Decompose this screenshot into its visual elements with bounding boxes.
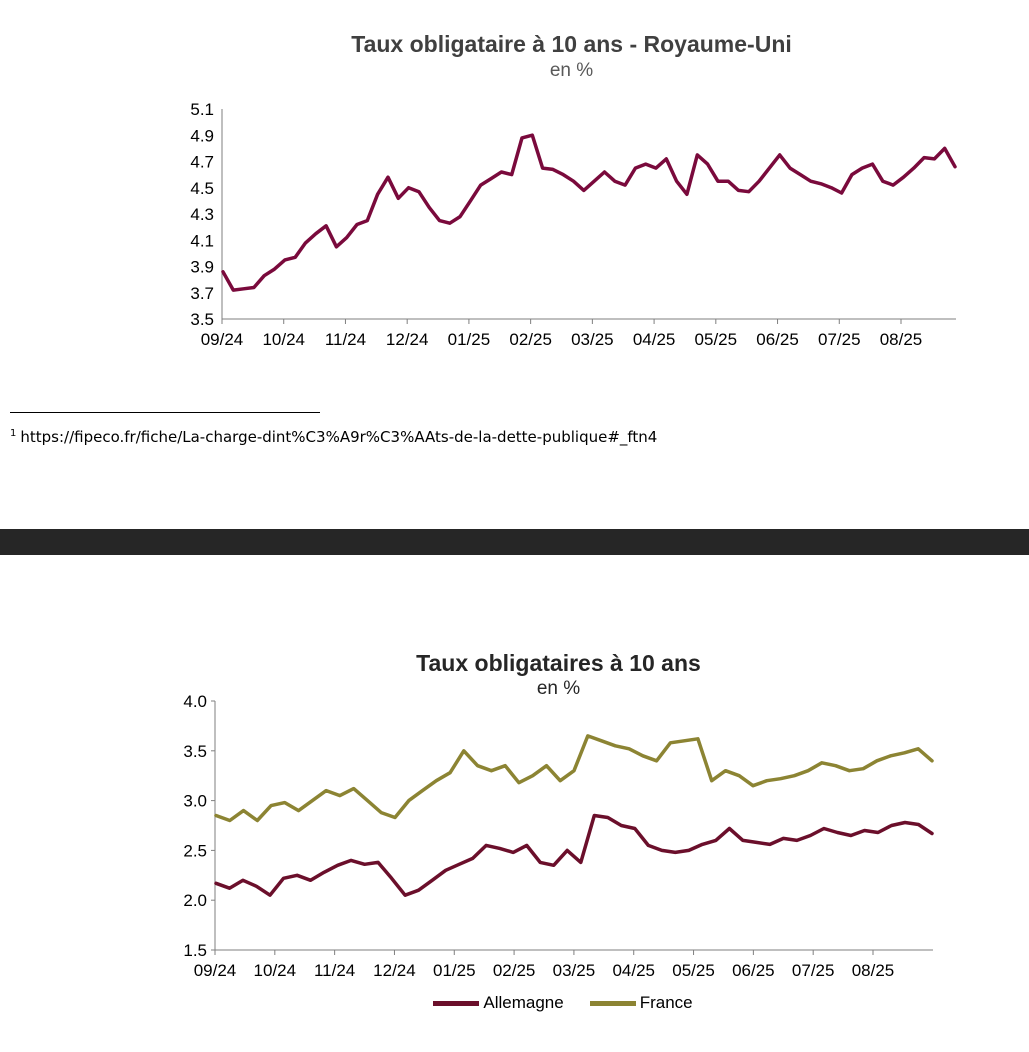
x-tick-label: 06/25: [756, 330, 799, 349]
x-tick-label: 11/24: [314, 961, 355, 980]
legend-item-france: France: [589, 993, 693, 1013]
chart-title-de-fr: Taux obligataires à 10 ans: [416, 650, 701, 676]
x-tick-label: 08/25: [852, 961, 895, 980]
x-tick-label: 10/24: [254, 961, 297, 980]
chart-subtitle-uk: en %: [549, 60, 594, 81]
chart-legend: Allemagne France: [0, 993, 1029, 1013]
x-tick-label: 05/25: [695, 330, 738, 349]
x-tick-label: 03/25: [553, 961, 596, 980]
x-tick-label: 12/24: [373, 961, 416, 980]
x-tick-label: 04/25: [612, 961, 655, 980]
x-tick-label: 08/25: [880, 330, 923, 349]
x-tick-label: 10/24: [262, 330, 305, 349]
page-separator-band: [0, 529, 1029, 555]
x-tick-label: 07/25: [818, 330, 861, 349]
x-tick-label: 01/25: [433, 961, 476, 980]
series-line-allemagne: [214, 813, 934, 897]
legend-item-allemagne: Allemagne: [433, 993, 564, 1013]
legend-label-allemagne: Allemagne: [483, 993, 564, 1012]
legend-swatch-france: [589, 1000, 636, 1006]
chart-title-uk: Taux obligataire à 10 ans - Royaume-Uni: [351, 31, 792, 57]
x-tick-label: 12/24: [386, 330, 429, 349]
x-tick-label: 04/25: [633, 330, 676, 349]
y-tick-label: 2.5: [183, 841, 207, 860]
x-tick-label: 03/25: [571, 330, 614, 349]
series-line-royaume-uni: [221, 133, 957, 292]
x-tick-label: 02/25: [493, 961, 536, 980]
x-tick-label: 09/24: [201, 330, 244, 349]
series-line-france: [214, 734, 934, 823]
y-tick-label: 4.9: [190, 126, 214, 145]
y-tick-label: 1.5: [183, 941, 207, 960]
y-tick-label: 4.5: [190, 179, 214, 198]
y-tick-label: 4.7: [190, 153, 214, 172]
x-tick-label: 11/24: [325, 330, 366, 349]
y-tick-label: 4.3: [190, 205, 214, 224]
footnote-marker: 1: [10, 428, 17, 439]
y-tick-label: 2.0: [183, 891, 207, 910]
y-tick-label: 4.0: [183, 692, 207, 711]
x-tick-label: 01/25: [448, 330, 491, 349]
chart-uk-10y: 3.5 3.7 3.9 4.1 4.3 4.5 4.7 4.9 5.1 09/24 10/24 11/…: [190, 100, 957, 349]
x-tick-label: 06/25: [732, 961, 775, 980]
x-tick-label: 05/25: [672, 961, 715, 980]
footnote-divider: [10, 412, 320, 413]
x-tick-label: 02/25: [509, 330, 552, 349]
x-tick-label: 09/24: [194, 961, 237, 980]
x-tick-label: 07/25: [792, 961, 835, 980]
legend-swatch-allemagne: [433, 1000, 480, 1006]
legend-label-france: France: [639, 993, 693, 1012]
footnote-link[interactable]: https://fipeco.fr/fiche/La-charge-dint%C…: [20, 428, 658, 446]
y-tick-label: 3.7: [190, 284, 214, 303]
y-tick-label: 3.9: [190, 258, 214, 277]
y-tick-label: 5.1: [190, 100, 214, 119]
y-tick-label: 3.5: [190, 310, 214, 329]
footnote: 1 https://fipeco.fr/fiche/La-charge-dint%…: [10, 428, 657, 446]
y-tick-label: 4.1: [190, 231, 214, 250]
y-tick-label: 3.5: [183, 742, 207, 761]
y-tick-label: 3.0: [183, 792, 207, 811]
chart-subtitle-de-fr: en %: [536, 678, 581, 699]
